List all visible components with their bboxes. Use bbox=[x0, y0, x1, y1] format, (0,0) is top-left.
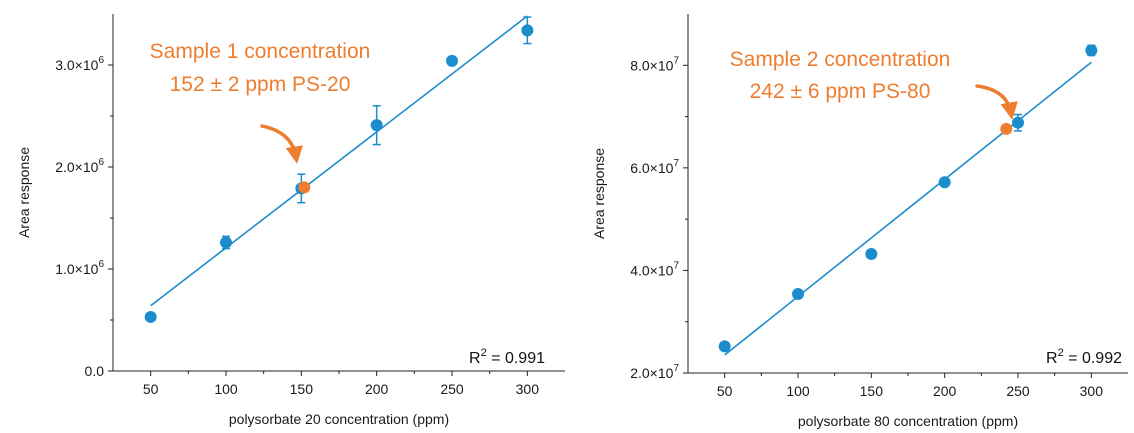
x-tick-label: 50 bbox=[143, 381, 159, 397]
x-tick-label: 100 bbox=[214, 381, 238, 397]
data-point bbox=[220, 236, 232, 249]
data-point bbox=[370, 119, 383, 132]
sample-point bbox=[298, 181, 311, 194]
annotation-line: 242 ± 6 ppm PS-80 bbox=[750, 80, 931, 103]
chart-panel-1: 50 100 150 200 250 300 0.0 1.0×106 2.0×106 3.0×10… bbox=[16, 14, 565, 427]
annotation-arrow bbox=[260, 124, 303, 164]
y-tick-label: 1.0×106 bbox=[55, 259, 104, 277]
data-point bbox=[1012, 116, 1024, 129]
y-tick-label: 8.0×107 bbox=[630, 55, 679, 73]
y-tick-label: 2.0×106 bbox=[55, 157, 104, 175]
x-tick-label: 300 bbox=[1080, 383, 1104, 399]
data-point bbox=[792, 288, 804, 301]
y-tick-label: 0.0 bbox=[85, 363, 105, 379]
annotation-line: Sample 2 concentration bbox=[730, 48, 951, 71]
y-tick-label: 4.0×107 bbox=[630, 260, 679, 278]
chart-panel-2: 50 100 150 200 250 300 2.0×107 4.0×107 6.0×107 8.… bbox=[591, 14, 1128, 429]
data-point bbox=[446, 54, 458, 67]
sample-point bbox=[1000, 122, 1013, 135]
y-tick-label: 2.0×107 bbox=[630, 363, 679, 381]
x-tick-label: 100 bbox=[786, 383, 810, 399]
annotation-line: 152 ± 2 ppm PS-20 bbox=[170, 73, 351, 96]
r-squared-label: R2 = 0.992 bbox=[1046, 347, 1122, 367]
r-squared-label: R2 = 0.991 bbox=[469, 347, 545, 367]
data-point bbox=[865, 248, 878, 261]
data-point bbox=[718, 340, 731, 353]
x-tick-label: 300 bbox=[516, 381, 540, 397]
data-point bbox=[938, 176, 951, 189]
data-point bbox=[1085, 44, 1098, 57]
x-tick-label: 250 bbox=[1006, 383, 1030, 399]
y-axis-title: Area response bbox=[591, 148, 607, 239]
x-tick-label: 50 bbox=[717, 383, 733, 399]
annotation-line: Sample 1 concentration bbox=[150, 40, 371, 63]
x-tick-label: 200 bbox=[933, 383, 957, 399]
fit-line bbox=[724, 61, 1092, 356]
y-tick-label: 6.0×107 bbox=[630, 158, 679, 176]
y-axis-title: Area response bbox=[16, 147, 32, 238]
x-tick-label: 200 bbox=[365, 381, 389, 397]
x-tick-label: 150 bbox=[290, 381, 314, 397]
x-axis-title: polysorbate 80 concentration (ppm) bbox=[798, 413, 1018, 429]
fit-line bbox=[150, 15, 528, 307]
y-tick-label: 3.0×106 bbox=[55, 55, 104, 73]
data-point bbox=[144, 310, 157, 323]
data-point bbox=[521, 24, 534, 37]
annotation-arrow bbox=[975, 84, 1018, 120]
x-tick-label: 150 bbox=[860, 383, 884, 399]
x-axis-title: polysorbate 20 concentration (ppm) bbox=[229, 411, 449, 427]
x-tick-label: 250 bbox=[440, 381, 464, 397]
